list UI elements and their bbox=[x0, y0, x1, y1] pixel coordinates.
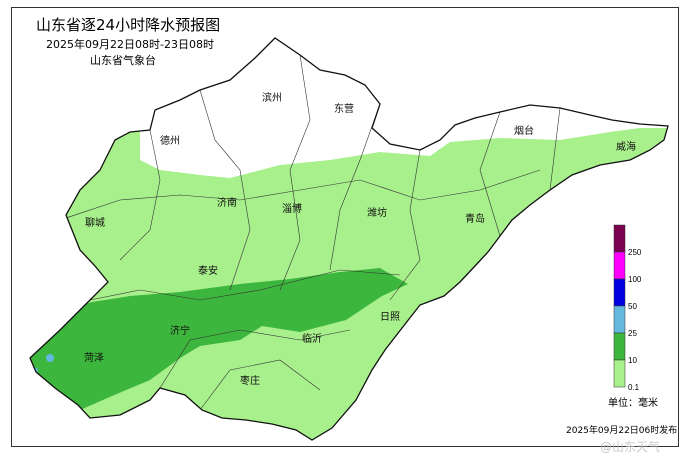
city-label: 聊城 bbox=[85, 216, 105, 229]
legend-tick: 0.1 bbox=[628, 383, 640, 392]
city-labels: 滨州 东营 烟台 威海 德州 济南 淄博 潍坊 青岛 聊城 泰安 日照 济宁 临… bbox=[84, 91, 636, 387]
city-label: 临沂 bbox=[302, 332, 322, 345]
county-borders bbox=[59, 54, 561, 411]
legend-swatch-50 bbox=[613, 278, 626, 307]
forecast-period: 2025年09月22日08时-23日08时 bbox=[46, 38, 214, 51]
map-frame bbox=[11, 7, 679, 447]
city-label: 泰安 bbox=[198, 264, 218, 277]
legend-swatch-100 bbox=[613, 251, 626, 280]
city-label: 烟台 bbox=[514, 124, 534, 137]
heavy-rain-spot bbox=[46, 354, 54, 362]
legend-tick: 100 bbox=[628, 275, 642, 284]
city-label: 枣庄 bbox=[240, 374, 260, 387]
city-label: 菏泽 bbox=[84, 352, 104, 364]
moderate-rain-area bbox=[30, 268, 408, 410]
legend-tick: 10 bbox=[628, 356, 637, 365]
watermark: @山东天气 bbox=[600, 440, 661, 454]
city-label: 济宁 bbox=[170, 324, 190, 337]
legend-swatch-25 bbox=[613, 305, 626, 334]
city-label: 东营 bbox=[334, 102, 354, 115]
city-label: 威海 bbox=[616, 140, 636, 153]
legend-tick: 50 bbox=[628, 302, 637, 311]
city-label: 青岛 bbox=[465, 212, 485, 225]
city-label: 济南 bbox=[217, 196, 237, 209]
city-label: 淄博 bbox=[282, 202, 302, 215]
city-label: 日照 bbox=[380, 311, 400, 323]
agency: 山东省气象台 bbox=[90, 54, 156, 67]
city-label: 潍坊 bbox=[367, 206, 387, 219]
legend-unit: 单位：毫米 bbox=[608, 398, 658, 409]
legend-swatch-250plus bbox=[613, 224, 626, 253]
map-title: 山东省逐24小时降水预报图 bbox=[36, 16, 221, 34]
city-label: 德州 bbox=[160, 134, 180, 147]
legend-tick: 250 bbox=[628, 248, 642, 257]
city-label: 滨州 bbox=[262, 91, 282, 104]
legend-tick: 25 bbox=[628, 329, 637, 338]
issued-time: 2025年09月22日06时发布 bbox=[566, 426, 678, 436]
legend-swatch-10 bbox=[613, 332, 626, 361]
legend-swatch-0.1 bbox=[613, 359, 626, 388]
legend-colorbar bbox=[613, 224, 626, 388]
